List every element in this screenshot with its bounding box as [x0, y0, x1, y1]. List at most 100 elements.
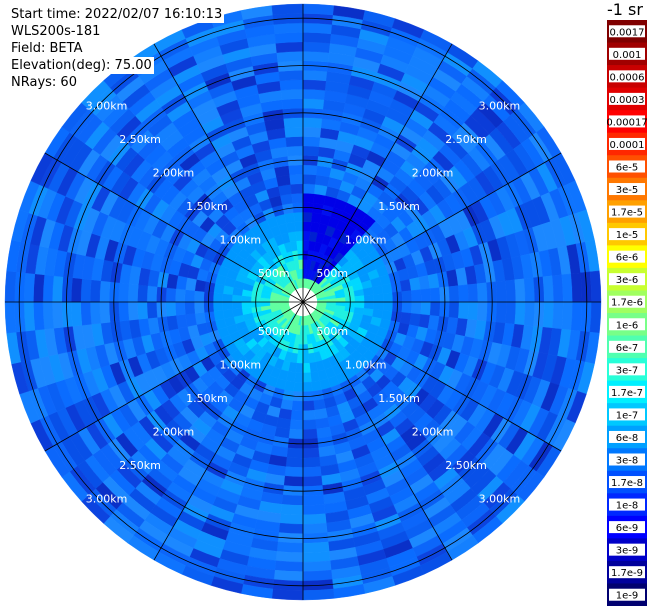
- range-gate-cell: [302, 3, 335, 16]
- range-gate-cell: [212, 292, 224, 303]
- range-gate-cell: [302, 588, 335, 601]
- range-gate-cell: [561, 301, 573, 331]
- range-label: 3.00km: [479, 100, 521, 113]
- colorbar-tick-label: 6e-5: [616, 163, 639, 174]
- range-gate-cell: [291, 400, 304, 411]
- range-gate-cell: [23, 272, 36, 303]
- azimuth-spoke: [302, 43, 453, 303]
- range-gate-cell: [212, 301, 224, 312]
- range-gate-cell: [363, 294, 375, 303]
- range-gate-cell: [570, 301, 583, 332]
- colorbar-tick-bg: [609, 408, 645, 421]
- range-gate-cell: [399, 312, 412, 325]
- range-gate-cell: [523, 277, 535, 303]
- range-gate-cell: [363, 301, 375, 310]
- range-gate-cell: [514, 278, 526, 303]
- colorbar-tick-bg: [609, 363, 645, 376]
- range-gate-cell: [4, 270, 17, 303]
- colorbar-tick-bg: [609, 498, 645, 511]
- range-gate-cell: [286, 145, 304, 157]
- range-gate-cell: [401, 301, 412, 314]
- range-gate-cell: [381, 283, 393, 294]
- colorbar-tick-label: 0.0001: [610, 140, 645, 151]
- colorbar-tick-bg: [609, 318, 645, 331]
- range-label: 3.00km: [479, 492, 521, 505]
- range-gate-cell: [280, 398, 293, 411]
- range-gate-cell: [281, 98, 304, 110]
- nrays-label: NRays: 60: [11, 74, 79, 91]
- range-label: 3.00km: [86, 100, 128, 113]
- range-gate-cell: [275, 551, 304, 563]
- range-label: 2.50km: [445, 133, 487, 146]
- azimuth-spoke: [302, 301, 453, 561]
- range-gate-cell: [302, 183, 316, 195]
- range-gate-cell: [127, 301, 139, 321]
- range-gate-cell: [302, 447, 320, 459]
- range-label: 500m: [316, 267, 348, 280]
- range-gate-cell: [165, 287, 177, 303]
- range-label: 2.50km: [119, 459, 161, 472]
- range-label: 2.50km: [119, 133, 161, 146]
- range-gate-cell: [194, 312, 207, 325]
- range-gate-cell: [420, 288, 431, 303]
- range-gate-cell: [354, 295, 365, 303]
- range-gate-cell: [410, 289, 422, 303]
- azimuth-spoke: [44, 152, 304, 303]
- range-gate-cell: [399, 279, 412, 292]
- range-gate-cell: [495, 301, 507, 324]
- range-gate-cell: [52, 301, 64, 329]
- colorbar-tick-label: 1e-6: [616, 320, 639, 331]
- range-label: 1.00km: [220, 233, 262, 246]
- range-gate-cell: [302, 164, 318, 176]
- range-gate-cell: [278, 70, 304, 82]
- azimuth-spoke: [302, 152, 562, 303]
- range-label: 1.50km: [186, 200, 228, 213]
- colorbar-tick-label: 6e-8: [616, 433, 639, 444]
- range-gate-cell: [302, 372, 312, 383]
- colorbar-tick-bg: [609, 430, 645, 443]
- range-gate-cell: [495, 280, 507, 303]
- range-label: 1.00km: [345, 359, 387, 372]
- range-gate-cell: [302, 79, 327, 91]
- colorbar-unit-label: -1 sr: [607, 0, 643, 19]
- range-gate-cell: [293, 211, 304, 223]
- colorbar-tick-bg: [609, 92, 645, 105]
- range-gate-cell: [118, 282, 130, 303]
- range-gate-cell: [89, 301, 101, 325]
- range-gate-cell: [278, 522, 304, 534]
- range-gate-cell: [194, 279, 207, 292]
- range-gate-cell: [231, 294, 243, 303]
- range-gate-cell: [52, 275, 64, 303]
- range-gate-cell: [302, 88, 326, 100]
- range-ring-grid: [5, 4, 601, 600]
- range-gate-cell: [302, 466, 322, 478]
- range-gate-cell: [23, 301, 36, 332]
- range-gate-cell: [302, 560, 332, 572]
- colorbar-tick-label: 6e-9: [616, 523, 639, 534]
- colorbar-tick-bg: [609, 385, 645, 398]
- range-gate-cell: [429, 301, 441, 317]
- range-gate-cell: [80, 278, 92, 303]
- range-gate-cell: [89, 279, 101, 303]
- range-gate-cell: [80, 301, 92, 326]
- ppi-scan-plot: 500m 500m 500m 500m 1.00km 1.00km 1.00km 1.00km…: [4, 3, 602, 601]
- range-gate-cell: [271, 3, 304, 16]
- range-gate-cell: [476, 282, 488, 303]
- range-gate-cell: [467, 301, 479, 321]
- range-gate-cell: [302, 362, 311, 374]
- range-label: 1.00km: [345, 233, 387, 246]
- range-gate-cell: [294, 372, 304, 383]
- colorbar-tick-bg: [609, 273, 645, 286]
- range-gate-cell: [302, 98, 325, 110]
- range-gate-cell: [302, 174, 317, 185]
- colorbar-tick-bg: [609, 137, 645, 150]
- range-gate-cell: [302, 32, 332, 44]
- range-gate-cell: [284, 126, 304, 138]
- range-gate-cell: [274, 560, 304, 572]
- range-gate-cell: [542, 275, 554, 303]
- range-gate-cell: [382, 301, 394, 312]
- range-label: 3.00km: [86, 492, 128, 505]
- range-gate-cell: [165, 301, 177, 317]
- range-gate-cell: [99, 301, 111, 324]
- range-gate-cell: [281, 494, 304, 506]
